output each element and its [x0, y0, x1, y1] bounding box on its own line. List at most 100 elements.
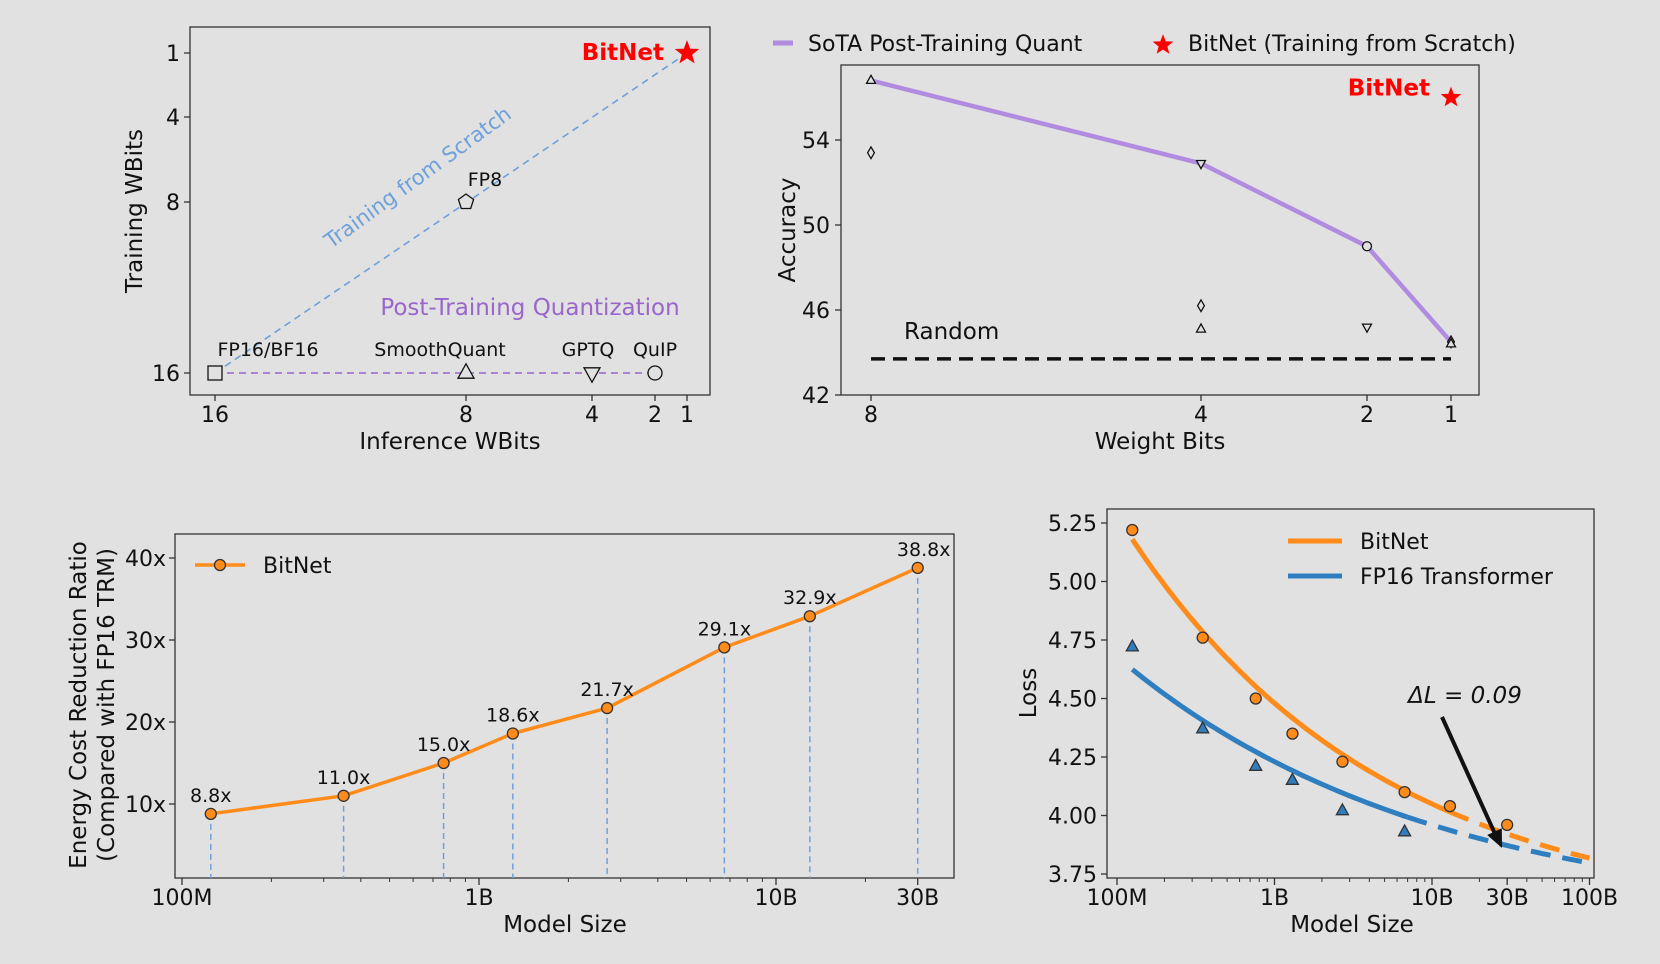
- x-axis-label: Model Size: [1290, 912, 1414, 938]
- fp16-point: [1285, 772, 1300, 785]
- data-label: 38.8x: [897, 539, 951, 561]
- bitnet-label: BitNet: [582, 40, 664, 66]
- bitnet-star-marker: [674, 40, 700, 64]
- x-tick-label: 100M: [152, 886, 213, 911]
- random-baseline-label: Random: [904, 319, 999, 345]
- data-label: 29.1x: [698, 618, 752, 640]
- bitnet-energy-line: [210, 566, 919, 816]
- y-tick-label: 4: [166, 106, 180, 131]
- fp16-point: [1248, 758, 1263, 771]
- bitnet-point: [1398, 785, 1411, 799]
- bitnet-point: [1286, 727, 1299, 740]
- method-marker: [647, 365, 663, 381]
- method-marker: [457, 193, 475, 210]
- legend-label-sota: SoTA Post-Training Quant: [808, 32, 1083, 57]
- legend: BitNet FP16 Transformer: [1288, 530, 1554, 590]
- bitnet-point: [1443, 799, 1457, 813]
- x-tick-label: 30B: [1486, 886, 1529, 911]
- axis-ticks: 100M 1B 10B 30B 100B 3.75 4.00 4.25 4.50 4.75 5.00…: [1048, 512, 1618, 911]
- data-point: [506, 727, 519, 740]
- y-tick-label: 16: [152, 362, 180, 387]
- plot-frame: [174, 533, 955, 879]
- bitnet-point: [1126, 523, 1139, 537]
- method-label: SmoothQuant: [374, 339, 505, 361]
- x-tick-label: 2: [648, 403, 662, 428]
- loss-points: [1125, 523, 1514, 837]
- bitnet-point: [1249, 692, 1262, 705]
- method-marker: [456, 362, 476, 379]
- y-tick-label: 40x: [125, 547, 166, 572]
- x-tick-label: 1: [1444, 403, 1458, 428]
- data-label: 15.0x: [417, 734, 471, 756]
- method-label: FP16/BF16: [217, 339, 318, 361]
- x-tick-label: 10B: [754, 886, 797, 911]
- legend-label-fp16: FP16 Transformer: [1360, 565, 1554, 590]
- delta-loss-arrow: [1440, 716, 1498, 837]
- y-tick-label: 4.00: [1048, 805, 1097, 830]
- legend-label-bitnet: BitNet: [1360, 530, 1429, 555]
- method-points: FP16/BF16 SmoothQuant GPTQ QuIP FP8: [207, 40, 700, 384]
- y-axis-label: Accuracy: [775, 177, 801, 282]
- bitnet-star-marker: [1440, 86, 1462, 107]
- data-point: [600, 701, 614, 715]
- data-label: 11.0x: [317, 767, 371, 789]
- data-point: [718, 641, 731, 654]
- fp16-point: [1125, 638, 1140, 652]
- fp16-loss-curve: [1130, 667, 1409, 820]
- y-tick-label: 5.25: [1048, 512, 1097, 537]
- method-marker: [865, 73, 877, 85]
- bitnet-loss-curve: [1130, 537, 1451, 815]
- y-tick-label: 30x: [125, 629, 166, 654]
- x-tick-label: 100B: [1561, 886, 1618, 911]
- x-tick-label: 2: [1360, 403, 1374, 428]
- y-tick-label: 46: [802, 299, 830, 324]
- data-label: 8.8x: [190, 785, 231, 807]
- x-tick-label: 30B: [896, 886, 939, 911]
- method-marker: [1361, 241, 1373, 252]
- method-markers: [865, 73, 1462, 349]
- legend: SoTA Post-Training Quant BitNet (Training…: [773, 32, 1516, 57]
- post-training-quantization-label: Post-Training Quantization: [380, 295, 679, 321]
- y-tick-label: 4.75: [1048, 629, 1097, 654]
- fp16-point: [1195, 720, 1210, 734]
- bitnet-point: [1500, 818, 1514, 832]
- method-label: GPTQ: [562, 339, 615, 361]
- y-axis-label: Energy Cost Reduction Ratio: [66, 541, 92, 869]
- legend-label: BitNet: [263, 554, 332, 579]
- method-marker: [1195, 159, 1207, 170]
- bitnet-loss-extrapolation: [1448, 809, 1591, 861]
- legend-label-bitnet: BitNet (Training from Scratch): [1188, 32, 1516, 57]
- y-tick-label: 20x: [125, 711, 166, 736]
- method-marker: [1196, 298, 1206, 313]
- x-axis-label: Inference WBits: [359, 429, 540, 455]
- y-axis-label: Training WBits: [122, 129, 148, 294]
- fp16-point: [1397, 823, 1412, 837]
- delta-loss-annotation: ΔL = 0.09: [1406, 683, 1522, 709]
- y-axis-label: Loss: [1016, 668, 1042, 718]
- y-tick-label: 10x: [125, 793, 166, 818]
- data-point: [911, 561, 924, 574]
- y-tick-label: 50: [802, 214, 830, 239]
- bitnet-label: BitNet: [1348, 76, 1430, 102]
- y-tick-label: 1: [166, 42, 180, 67]
- method-marker: [207, 365, 223, 381]
- fp16-point: [1335, 802, 1350, 816]
- data-point: [803, 610, 816, 623]
- y-tick-label: 5.00: [1048, 571, 1097, 596]
- method-label: FP8: [468, 169, 502, 191]
- data-label: 18.6x: [486, 704, 540, 726]
- x-tick-label: 4: [1194, 403, 1208, 428]
- y-tick-label: 4.25: [1048, 746, 1097, 771]
- x-tick-label: 8: [864, 403, 878, 428]
- data-label: 21.7x: [580, 679, 634, 701]
- drop-lines: [210, 567, 919, 878]
- bitnet-point: [1196, 631, 1209, 644]
- method-marker: [866, 145, 876, 160]
- plot-frame: [1106, 508, 1595, 879]
- method-marker: [1195, 322, 1207, 333]
- legend: BitNet: [195, 554, 332, 579]
